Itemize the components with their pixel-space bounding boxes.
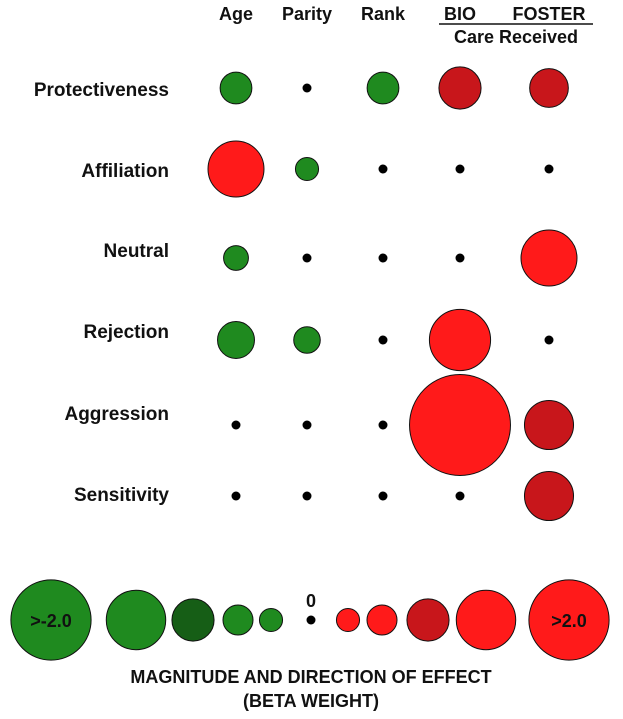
bubble-aggression-rank	[378, 420, 388, 430]
legend-bubble-10	[528, 579, 610, 661]
bubble-sensitivity-foster	[523, 470, 575, 522]
legend-bubble-5	[306, 615, 316, 625]
legend-label-5: 0	[306, 591, 316, 611]
row-label-sensitivity: Sensitivity	[74, 485, 169, 506]
bubble-aggression-age	[231, 420, 241, 430]
bubble-sensitivity-rank	[378, 491, 388, 501]
row-labels: Protectiveness Affiliation Neutral Rejec…	[34, 80, 170, 506]
legend-label-0: >-2.0	[30, 611, 72, 631]
bubble-protectiveness-bio	[438, 66, 482, 110]
legend-bubble-1	[105, 589, 167, 651]
column-label-parity: Parity	[282, 4, 332, 24]
bubble-rejection-bio	[428, 308, 492, 372]
bubble-neutral-rank	[378, 253, 388, 263]
bubble-rejection-rank	[378, 335, 388, 345]
bubble-rejection-foster	[544, 335, 554, 345]
legend-bubble-7	[366, 604, 398, 636]
legend-bubble-3	[222, 604, 254, 636]
column-headers: Age Parity Rank BIO FOSTER Care Received	[219, 4, 593, 47]
bubble-protectiveness-parity	[302, 83, 312, 93]
legend-bubble-9	[455, 589, 517, 651]
bubble-affiliation-rank	[378, 164, 388, 174]
bubble-neutral-bio	[455, 253, 465, 263]
bubble-affiliation-age	[207, 140, 265, 198]
bubble-protectiveness-age	[219, 71, 253, 105]
bubble-rejection-age	[217, 321, 255, 359]
legend-title-line2: (BETA WEIGHT)	[243, 691, 379, 711]
legend-label-10: >2.0	[551, 611, 587, 631]
legend-bubble-4	[258, 607, 284, 633]
column-label-rank: Rank	[361, 4, 406, 24]
legend-bubble-2	[171, 598, 215, 642]
bubble-sensitivity-age	[231, 491, 241, 501]
row-label-rejection: Rejection	[83, 322, 169, 343]
bubble-sensitivity-parity	[302, 491, 312, 501]
bubble-aggression-bio	[409, 374, 511, 476]
legend: >-2.0 0 >2.0	[10, 579, 610, 661]
bubble-sensitivity-bio	[455, 491, 465, 501]
legend-bubble-8	[406, 598, 450, 642]
row-label-neutral: Neutral	[104, 241, 169, 262]
row-label-affiliation: Affiliation	[81, 161, 169, 182]
bubble-protectiveness-foster	[529, 68, 569, 108]
column-label-age: Age	[219, 4, 253, 24]
bubble-aggression-parity	[302, 420, 312, 430]
bubble-neutral-foster	[520, 229, 578, 287]
bubble-affiliation-bio	[455, 164, 465, 174]
column-group-label: Care Received	[454, 27, 578, 47]
bubble-affiliation-foster	[544, 164, 554, 174]
bubble-neutral-age	[223, 245, 249, 271]
bubble-cells	[207, 66, 578, 522]
bubble-affiliation-parity	[294, 156, 320, 182]
legend-bubble-0	[10, 579, 92, 661]
column-label-bio: BIO	[444, 4, 476, 24]
bubble-aggression-foster	[523, 399, 575, 451]
bubble-protectiveness-rank	[366, 71, 400, 105]
legend-title-line1: MAGNITUDE AND DIRECTION OF EFFECT	[130, 667, 491, 687]
bubble-rejection-parity	[293, 326, 321, 354]
column-label-foster: FOSTER	[512, 4, 585, 24]
legend-bubble-6	[335, 607, 361, 633]
bubble-neutral-parity	[302, 253, 312, 263]
row-label-aggression: Aggression	[64, 404, 169, 425]
row-label-protectiveness: Protectiveness	[34, 80, 169, 101]
